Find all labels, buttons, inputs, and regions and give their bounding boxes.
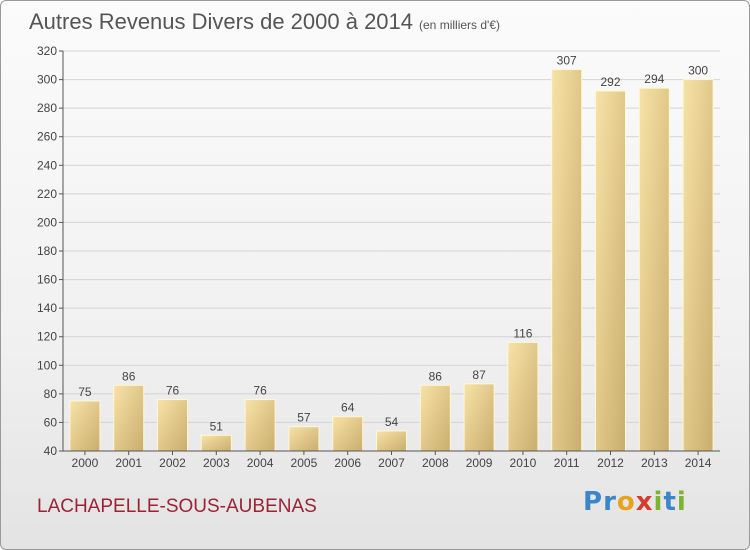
- x-tick-label: 2000: [72, 456, 99, 470]
- bar-2006: [332, 416, 364, 452]
- bars: [69, 69, 714, 452]
- value-label: 116: [513, 326, 532, 340]
- logo-letter: r: [603, 487, 617, 517]
- chart-subtitle: (en milliers d'€): [419, 18, 500, 32]
- bar-2012: [595, 90, 626, 452]
- bar-2000: [69, 400, 101, 452]
- x-tick-label: 2009: [466, 456, 493, 470]
- y-tick-label: 160: [37, 273, 57, 287]
- x-tick-label: 2008: [422, 456, 449, 470]
- value-label: 307: [557, 54, 577, 68]
- logo-letter: P: [583, 487, 604, 517]
- y-tick-label: 280: [37, 101, 57, 115]
- bar-2007: [376, 430, 407, 452]
- chart-title-text: Autres Revenus Divers de 2000 à 2014: [29, 9, 414, 34]
- y-tick-label: 100: [37, 358, 57, 372]
- value-label: 292: [600, 75, 620, 89]
- value-label: 76: [253, 384, 267, 398]
- chart-title: Autres Revenus Divers de 2000 à 2014 (en …: [29, 9, 500, 35]
- logo-letter: o: [616, 487, 636, 517]
- value-label: 64: [341, 401, 355, 415]
- y-tick-label: 220: [37, 187, 57, 201]
- value-label: 76: [166, 384, 180, 398]
- commune-name: LACHAPELLE-SOUS-AUBENAS: [37, 496, 317, 517]
- y-tick-label: 260: [37, 130, 57, 144]
- value-label: 86: [122, 369, 136, 383]
- proxiti-logo: Proxiti: [583, 487, 687, 517]
- x-tick-label: 2001: [115, 456, 142, 470]
- logo-letter: t: [663, 487, 677, 517]
- bar-2002: [157, 399, 188, 452]
- x-tick-label: 2006: [334, 456, 361, 470]
- bar-2008: [419, 384, 451, 452]
- bar-2011: [551, 69, 583, 452]
- bar-2004: [244, 399, 276, 452]
- y-tick-label: 300: [37, 73, 57, 87]
- bar-2013: [638, 87, 670, 452]
- x-tick-label: 2003: [203, 456, 230, 470]
- x-tick-label: 2004: [247, 456, 274, 470]
- x-tick-label: 2014: [685, 456, 712, 470]
- y-tick-label: 240: [37, 158, 57, 172]
- value-label: 294: [644, 72, 664, 86]
- y-tick-label: 200: [37, 215, 57, 229]
- x-tick-label: 2010: [510, 456, 537, 470]
- x-tick-label: 2007: [378, 456, 405, 470]
- value-label: 75: [78, 385, 92, 399]
- value-label: 300: [688, 64, 708, 78]
- x-tick-label: 2012: [597, 456, 624, 470]
- bar-2009: [463, 383, 495, 452]
- x-tick-label: 2011: [554, 456, 580, 470]
- y-tick-label: 180: [37, 244, 57, 258]
- logo-letter: i: [676, 487, 687, 517]
- bar-2014: [682, 79, 714, 452]
- bar-2001: [113, 384, 145, 452]
- y-tick-label: 320: [37, 44, 57, 58]
- logo-letter: x: [635, 487, 654, 517]
- y-tick-label: 120: [37, 330, 57, 344]
- value-label: 57: [297, 411, 311, 425]
- value-label: 54: [385, 415, 399, 429]
- logo-letter: i: [653, 487, 664, 517]
- value-label: 51: [210, 419, 224, 433]
- bar-2003: [200, 434, 232, 452]
- value-labels: 75 86 76 51 76 57 64 54 86 87 116 307 292 294 300: [78, 54, 708, 434]
- value-label: 86: [429, 369, 443, 383]
- y-tick-label: 40: [44, 444, 58, 458]
- y-tick-label: 80: [44, 387, 58, 401]
- axes: 40 60 80 100 120 140 160 180 200 220 240 260 280 300 3…: [37, 44, 720, 470]
- x-tick-label: 2005: [291, 456, 318, 470]
- value-label: 87: [472, 368, 486, 382]
- x-tick-label: 2013: [641, 456, 668, 470]
- bar-2005: [288, 426, 320, 452]
- bar-2010: [507, 341, 539, 452]
- y-tick-label: 140: [37, 301, 57, 315]
- y-tick-label: 60: [44, 415, 58, 429]
- x-tick-label: 2002: [159, 456, 186, 470]
